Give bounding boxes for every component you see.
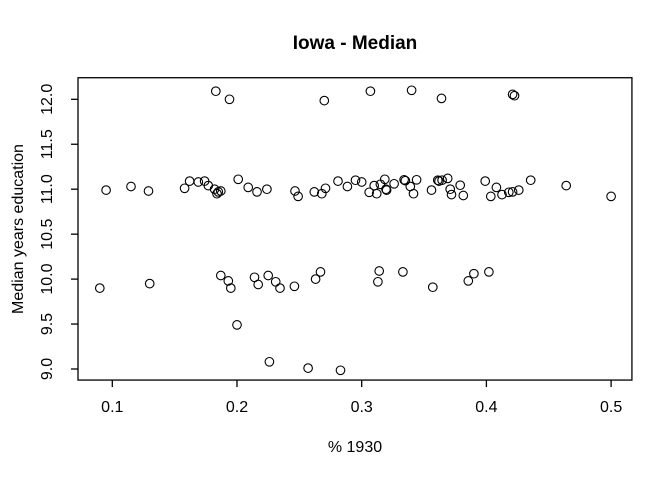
data-point [509,90,520,101]
data-point [101,185,111,195]
data-point [270,276,281,287]
data-point [497,189,507,200]
data-point [223,276,234,286]
data-point [485,191,496,202]
data-point [335,365,346,376]
data-point [426,185,437,195]
data-point [437,175,447,186]
data-point [184,176,195,186]
data-point [389,178,399,189]
data-point [436,93,447,104]
data-point [561,180,572,191]
data-point [373,276,383,287]
data-point [210,86,221,97]
data-point [406,85,417,96]
plot-area-border [77,77,633,381]
data-point [233,174,244,185]
x-axis: 0.1 0.2 0.3 0.4 0.5 [101,380,622,416]
data-point [225,283,236,293]
x-tick-label: 0.3 [351,399,373,416]
y-tick-label: 10.5 [39,218,56,249]
data-point [432,175,443,186]
data-point [263,270,274,281]
x-axis-label: % 1930 [328,439,382,456]
y-tick-label: 11.0 [39,174,56,204]
data-point [213,187,224,197]
data-point [264,356,275,367]
data-point [253,279,264,290]
data-point [484,267,494,277]
data-point [381,185,392,195]
data-point [232,320,242,330]
data-point [289,281,300,292]
data-point [310,274,321,284]
data-point [399,174,409,185]
data-point [342,181,353,192]
data-point [94,283,105,293]
data-point [606,191,616,202]
y-tick-label: 12.0 [39,84,56,115]
data-point [365,86,376,97]
data-point [309,187,320,197]
data-point [480,176,491,186]
data-point [455,180,466,191]
x-tick-label: 0.2 [226,399,248,416]
data-point [262,184,272,195]
x-tick-label: 0.1 [101,399,123,416]
data-point [179,183,190,194]
data-point [507,187,518,197]
data-point [525,175,536,186]
data-point [374,266,385,276]
data-point [408,188,419,199]
y-axis-label: Median years education [10,144,27,314]
data-point [411,174,422,185]
data-point [463,276,474,286]
x-tick-label: 0.5 [600,399,622,416]
data-point [143,186,154,196]
y-tick-label: 9.0 [39,358,56,380]
data-point [371,188,382,199]
y-tick-label: 11.5 [39,129,56,159]
data-point [315,267,326,277]
data-point [215,270,226,281]
x-tick-label: 0.4 [475,399,497,416]
data-point [293,191,303,202]
data-point [469,268,479,279]
data-point [364,187,375,198]
data-point [446,189,457,200]
data-point [398,267,408,277]
data-point [458,190,469,201]
data-points [94,85,616,376]
data-point [507,89,518,100]
data-point [427,282,438,293]
data-point [445,184,456,195]
data-point [491,182,502,193]
data-point [193,177,204,187]
data-point [275,283,285,293]
data-point [303,363,313,373]
data-point [503,187,514,198]
data-point [400,175,411,186]
data-point [442,173,453,184]
y-tick-label: 9.5 [39,313,56,335]
data-point [513,185,524,195]
data-point [290,186,300,196]
y-axis: 9.0 9.5 10.0 10.5 11.0 11.5 12.0 [39,84,79,380]
y-tick-label: 10.0 [39,263,56,294]
data-point [333,176,343,186]
data-point [224,94,235,105]
data-point [350,175,361,186]
data-point [243,182,254,193]
data-point [319,95,330,106]
data-point [356,177,367,187]
chart-title: Iowa - Median [293,33,418,54]
data-point [144,278,155,289]
data-point [126,181,136,192]
data-point [379,174,390,185]
data-point [369,180,380,191]
data-point [320,183,331,194]
data-point [252,187,262,197]
